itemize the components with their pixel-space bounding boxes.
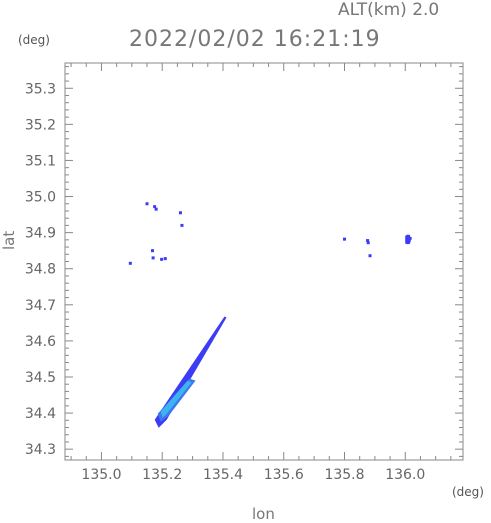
echo-point: [366, 239, 370, 243]
y-tick-label: 34.6: [25, 334, 56, 350]
chart-marks: [128, 202, 412, 428]
echo-point: [163, 257, 167, 261]
echo-point: [343, 237, 347, 241]
plot-frame: [64, 62, 464, 461]
echo-point: [153, 205, 157, 209]
altitude-label: ALT(km) 2.0: [338, 0, 440, 20]
y-tick-label: 34.3: [25, 442, 56, 458]
echo-point: [180, 223, 184, 227]
y-tick-label: 35.3: [25, 81, 56, 97]
y-tick-label: 35.0: [25, 190, 56, 206]
y-tick-label: 34.5: [25, 370, 56, 386]
echo-point: [160, 257, 164, 261]
echo-point: [128, 261, 132, 265]
echo-blob: [405, 235, 411, 245]
y-tick-label: 34.9: [25, 226, 56, 242]
timestamp-title: 2022/02/02 16:21:19: [129, 27, 381, 52]
x-tick-label: 135.6: [264, 467, 304, 483]
y-axis-label: lat: [0, 230, 18, 250]
x-axis-label: lon: [252, 505, 275, 523]
echo-point: [145, 202, 149, 206]
y-tick-label: 35.1: [25, 153, 56, 169]
echo-point: [150, 249, 154, 253]
x-tick-label: 135.8: [324, 467, 364, 483]
echo-point: [178, 211, 182, 215]
x-tick-label: 135.0: [81, 467, 121, 483]
y-tick-label: 34.7: [25, 298, 56, 314]
y-unit-label: (deg): [18, 33, 50, 47]
x-tick-label: 136.0: [385, 467, 425, 483]
y-tick-label: 34.8: [25, 262, 56, 278]
echo-point: [151, 256, 155, 260]
y-tick-label: 34.4: [25, 406, 56, 422]
echo-point: [154, 207, 158, 211]
x-tick-label: 135.2: [142, 467, 182, 483]
echo-point: [366, 241, 370, 245]
x-tick-label: 135.4: [203, 467, 243, 483]
echo-band-core: [160, 380, 192, 418]
y-tick-label: 35.2: [25, 117, 56, 133]
x-unit-label: (deg): [452, 485, 484, 499]
tick-labels: 34.3 34.4 34.5 34.6 34.7 34.8 34.9 35.0 35.1 35.2…: [25, 81, 425, 483]
axis-ticks: [65, 63, 463, 460]
echo-point: [368, 254, 372, 258]
